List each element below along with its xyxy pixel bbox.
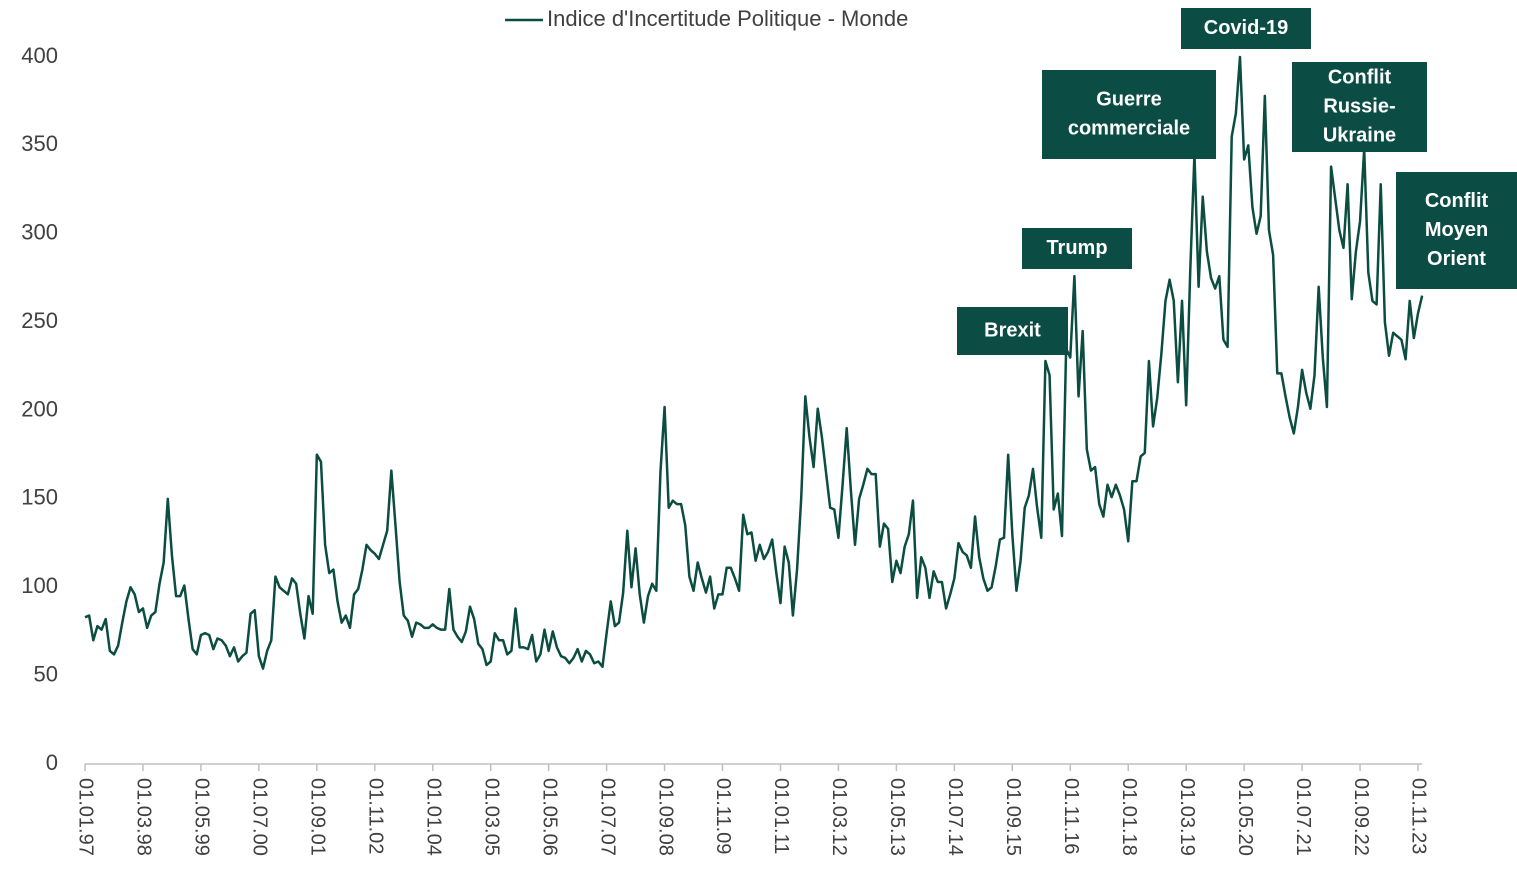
y-tick-label: 300 — [21, 220, 58, 245]
annotation-box — [957, 307, 1068, 355]
y-tick-label: 150 — [21, 485, 58, 510]
y-tick-label: 250 — [21, 308, 58, 333]
x-tick-label: 01.09.15 — [1002, 778, 1024, 856]
y-tick-label: 200 — [21, 396, 58, 421]
annotation-text: commerciale — [1068, 117, 1190, 139]
x-tick-label: 01.01.97 — [75, 778, 97, 856]
x-tick-label: 01.11.02 — [365, 778, 387, 854]
x-tick-label: 01.11.09 — [712, 778, 734, 854]
x-tick-label: 01.03.05 — [480, 778, 502, 856]
x-tick-label: 01.11.23 — [1408, 778, 1430, 854]
annotation-text: Ukraine — [1323, 124, 1396, 146]
x-tick-label: 01.07.14 — [944, 778, 966, 856]
x-tick-label: 01.01.18 — [1118, 778, 1140, 856]
annotation-box — [1292, 62, 1427, 152]
annotation-text: Conflit — [1328, 66, 1392, 88]
annotation-text: Russie- — [1323, 95, 1395, 117]
annotation-text: Brexit — [984, 319, 1041, 341]
x-tick-label: 01.07.07 — [596, 778, 618, 856]
x-tick-label: 01.07.00 — [249, 778, 271, 856]
annotation-text: Guerre — [1096, 88, 1162, 110]
x-tick-label: 01.09.01 — [307, 778, 329, 856]
y-tick-label: 400 — [21, 43, 58, 68]
annotation-text: Trump — [1046, 237, 1107, 259]
x-tick-label: 01.09.22 — [1350, 778, 1372, 856]
annotation-text: Covid-19 — [1204, 17, 1288, 39]
y-tick-label: 350 — [21, 131, 58, 156]
annotation-text: Moyen — [1425, 219, 1488, 241]
x-tick-label: 01.05.20 — [1234, 778, 1256, 856]
annotation-box — [1396, 172, 1517, 289]
annotation-text: Orient — [1427, 248, 1486, 270]
x-tick-label: 01.09.08 — [654, 778, 676, 856]
legend-label: Indice d'Incertitude Politique - Monde — [547, 6, 908, 31]
x-tick-label: 01.05.06 — [538, 778, 560, 856]
x-tick-label: 01.11.16 — [1060, 778, 1082, 854]
series-line — [84, 55, 1424, 670]
annotation-box — [1181, 8, 1311, 49]
y-tick-label: 50 — [34, 661, 58, 686]
x-tick-label: 01.03.19 — [1176, 778, 1198, 856]
x-tick-label: 01.07.21 — [1292, 778, 1314, 856]
annotation-box — [1042, 70, 1216, 159]
x-tick-label: 01.03.98 — [133, 778, 155, 856]
x-tick-label: 01.03.12 — [828, 778, 850, 856]
x-tick-label: 01.01.11 — [770, 778, 792, 854]
y-tick-label: 100 — [21, 573, 58, 598]
x-tick-label: 01.05.99 — [191, 778, 213, 856]
x-tick-label: 01.05.13 — [886, 778, 908, 856]
annotation-text: Conflit — [1425, 190, 1489, 212]
x-tick-label: 01.01.04 — [422, 778, 444, 856]
y-tick-label: 0 — [46, 750, 58, 775]
annotation-box — [1022, 228, 1132, 269]
